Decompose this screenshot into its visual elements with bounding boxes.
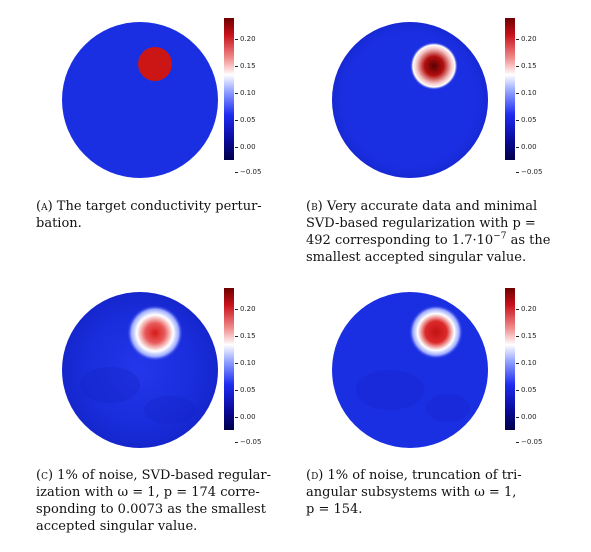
panel-d-tick-2: 0.10: [516, 359, 537, 367]
panel-b-caption-line-2: SVD-based regularization with p =: [306, 216, 536, 231]
panel-c-tag: (c): [36, 468, 54, 483]
panel-d-tick-4: 0.00: [516, 413, 537, 421]
panel-a-tick-2: 0.10: [235, 89, 256, 97]
panel-a-tag: (a): [36, 199, 53, 214]
panel-c-disk-plot: [62, 292, 218, 448]
panel-d-caption-line-2: angular subsystems with ω = 1,: [306, 485, 517, 500]
panel-c-caption-line-1: 1% of noise, SVD-based regular-: [57, 468, 272, 483]
panel-b-inclusion: [410, 42, 458, 90]
panel-d-colorbar: [505, 288, 515, 430]
panel-b-tick-4: 0.00: [516, 143, 537, 151]
panel-b-caption-exponent: −7: [493, 231, 507, 242]
panel-a-tick-3: 0.05: [235, 116, 256, 124]
panel-d-inclusion: [409, 305, 463, 359]
panel-b-tick-0: 0.20: [516, 35, 537, 43]
panel-b-caption-line-4: smallest accepted singular value.: [306, 250, 527, 265]
panel-a-tick-5: −0.05: [235, 168, 261, 176]
panel-a-caption: (a) The target conductivity pertur- bati…: [36, 198, 268, 232]
panel-a-colorbar: [224, 18, 234, 160]
panel-d-disk-plot: [332, 292, 488, 448]
panel-a-caption-line-2: bation.: [36, 216, 82, 231]
panel-b-tick-1: 0.15: [516, 62, 537, 70]
panel-d-tick-1: 0.15: [516, 332, 537, 340]
panel-c-caption: (c) 1% of noise, SVD-based regular- izat…: [36, 467, 274, 535]
panel-c-tick-2: 0.10: [235, 359, 256, 367]
panel-c-caption-line-4: accepted singular value.: [36, 519, 198, 534]
panel-b-tick-5: −0.05: [516, 168, 542, 176]
panel-d-tick-5: −0.05: [516, 438, 542, 446]
panel-d-caption: (d) 1% of noise, truncation of tri- angu…: [306, 467, 554, 518]
panel-a-disk-plot: [62, 22, 218, 178]
panel-c-caption-line-3: sponding to 0.0073 as the smallest: [36, 502, 266, 517]
panel-d-caption-line-3: p = 154.: [306, 502, 363, 517]
panel-a-caption-line-1: The target conductivity pertur-: [56, 199, 262, 214]
panel-b-caption: (b) Very accurate data and minimal SVD-b…: [306, 198, 554, 266]
panel-b-disk-plot: [332, 22, 488, 178]
panel-c-tick-1: 0.15: [235, 332, 256, 340]
panel-c-tick-4: 0.00: [235, 413, 256, 421]
panel-c-colorbar: [224, 288, 234, 430]
panel-c-tick-0: 0.20: [235, 305, 256, 313]
panel-b-tag: (b): [306, 199, 323, 214]
panel-b-tick-3: 0.05: [516, 116, 537, 124]
panel-c-caption-line-2: ization with ω = 1, p = 174 corre-: [36, 485, 260, 500]
panel-b-caption-line-3: 492 corresponding to 1.7·10: [306, 233, 494, 248]
panel-d-tick-0: 0.20: [516, 305, 537, 313]
panel-d-tick-3: 0.05: [516, 386, 537, 394]
panel-c-tick-5: −0.05: [235, 438, 261, 446]
panel-d-caption-line-1: 1% of noise, truncation of tri-: [327, 468, 522, 483]
panel-b-caption-line-1: Very accurate data and minimal: [326, 199, 538, 214]
panel-c-tick-3: 0.05: [235, 386, 256, 394]
panel-b-tick-2: 0.10: [516, 89, 537, 97]
panel-a-tick-4: 0.00: [235, 143, 256, 151]
panel-c-inclusion: [127, 305, 183, 361]
panel-b-caption-line-3b: as the: [506, 233, 551, 248]
panel-d-tag: (d): [306, 468, 324, 483]
panel-a-tick-1: 0.15: [235, 62, 256, 70]
panel-a-inclusion: [138, 47, 172, 81]
panel-b-colorbar: [505, 18, 515, 160]
panel-a-tick-0: 0.20: [235, 35, 256, 43]
